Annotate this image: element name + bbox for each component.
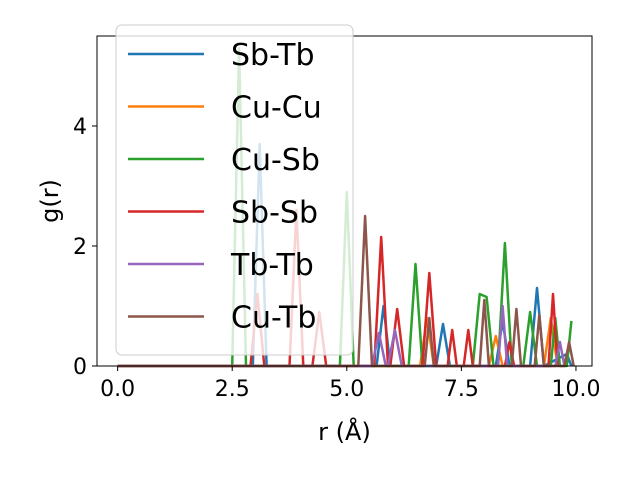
y-tick-label: 2: [73, 235, 87, 260]
x-tick-label: 10.0: [551, 377, 600, 402]
legend-label: Sb-Tb: [231, 38, 315, 73]
legend-label: Cu-Tb: [231, 301, 316, 336]
y-tick-label: 4: [73, 115, 87, 140]
legend-label: Cu-Cu: [231, 91, 322, 126]
x-tick-label: 7.5: [444, 377, 479, 402]
y-tick-label: 0: [73, 355, 87, 380]
y-axis-label: g(r): [36, 179, 64, 223]
legend: Sb-Tb Cu-Cu Cu-Sb Sb-Sb Tb-Tb Cu-Tb: [115, 24, 354, 356]
legend-label: Tb-Tb: [230, 248, 314, 283]
y-axis: 0 2 4: [73, 115, 97, 380]
x-axis-label: r (Å): [318, 417, 371, 446]
legend-label: Cu-Sb: [231, 143, 320, 178]
x-tick-label: 5.0: [329, 377, 364, 402]
x-axis: 0.0 2.5 5.0 7.5 10.0: [100, 366, 600, 402]
x-tick-label: 2.5: [215, 377, 250, 402]
legend-label: Sb-Sb: [231, 196, 318, 231]
x-tick-label: 0.0: [100, 377, 135, 402]
